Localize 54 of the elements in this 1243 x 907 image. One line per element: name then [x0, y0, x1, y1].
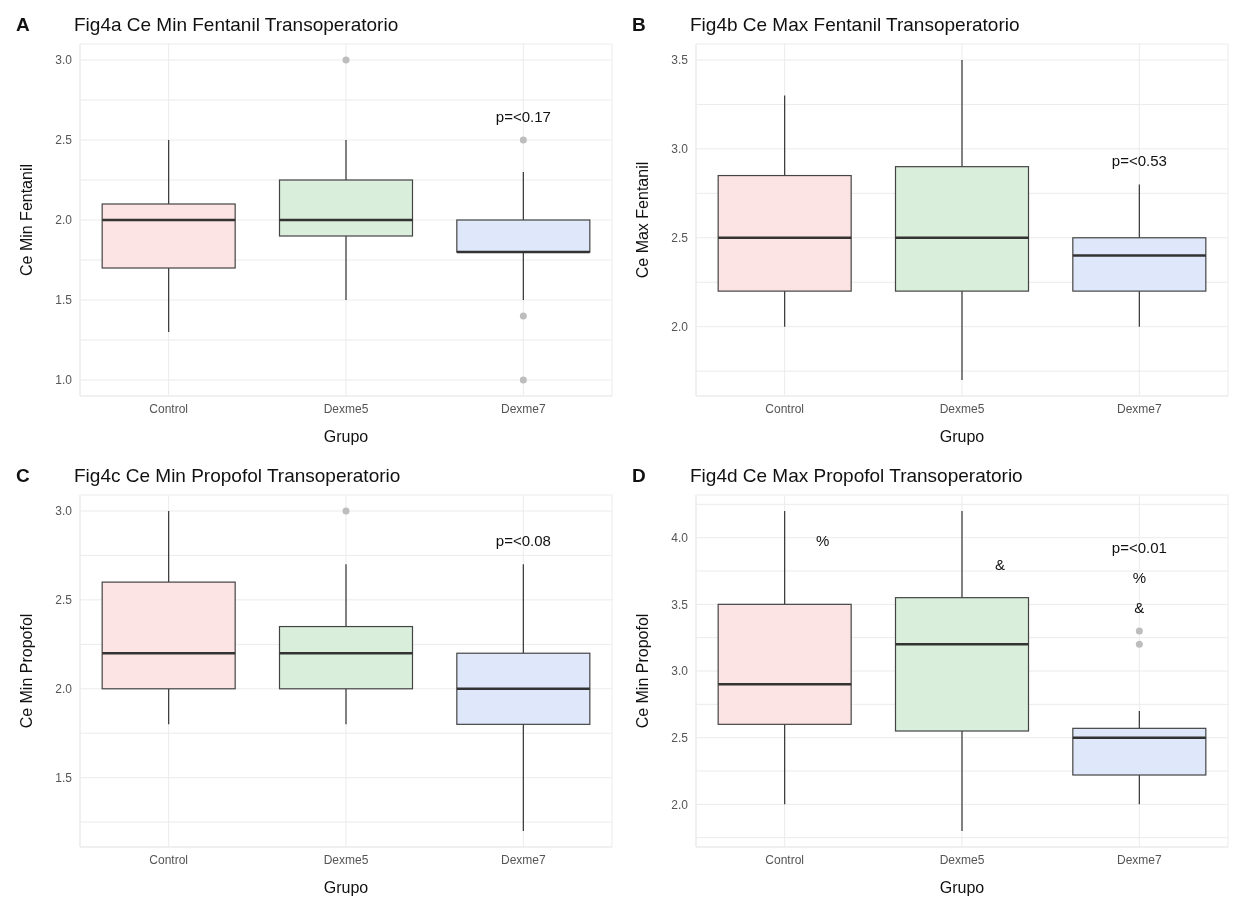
x-tick-label: Dexme5 [939, 852, 985, 867]
text: A [15, 14, 31, 36]
y-axis-title: Ce Min Propofol [633, 613, 651, 729]
annotation: & [1134, 598, 1145, 616]
x-axis-title: Grupo [939, 879, 985, 896]
y-tick-label: 1.5 [55, 293, 73, 308]
y-tick-label: 1.0 [55, 373, 73, 388]
annotation: & [994, 555, 1006, 573]
y-tick-label: 2.0 [671, 319, 689, 334]
y-tick-label: 3.0 [671, 142, 689, 157]
x-axis-title: Grupo [323, 879, 369, 896]
annotation: p=<0.17 [495, 107, 551, 125]
x-tick-label: Dexme7 [500, 852, 546, 867]
text: B [631, 14, 647, 36]
y-tick-label: 1.5 [55, 770, 73, 785]
x-tick-label: Control [149, 852, 189, 867]
annotation: % [1132, 568, 1147, 586]
y-tick-label: 3.0 [55, 53, 73, 68]
y-axis-title: Ce Max Fentanil [633, 161, 651, 279]
x-tick-label: Control [765, 401, 805, 416]
chart-title: Fig4b Ce Max Fentanil Transoperatorio [690, 14, 1020, 36]
y-tick-label: 3.5 [671, 53, 689, 68]
x-tick-label: Dexme5 [323, 852, 369, 867]
chart-title: Fig4c Ce Min Propofol Transoperatorio [74, 465, 401, 487]
x-axis-title: Grupo [323, 428, 369, 445]
x-tick-label: Control [765, 852, 805, 867]
y-tick-label: 3.0 [671, 664, 689, 679]
text: C [15, 465, 31, 487]
y-axis-title: Ce Min Propofol [17, 613, 35, 729]
chart-title: Fig4d Ce Max Propofol Transoperatorio [690, 465, 1023, 487]
y-tick-label: 3.5 [671, 597, 689, 612]
x-axis-title: Grupo [939, 428, 985, 445]
annotation: p=<0.53 [1111, 151, 1167, 169]
x-tick-label: Dexme5 [323, 401, 369, 416]
y-tick-label: 2.5 [671, 730, 689, 745]
annotation: p=<0.08 [495, 531, 551, 549]
y-tick-label: 2.5 [55, 133, 73, 148]
y-tick-label: 2.0 [55, 682, 73, 697]
x-tick-label: Control [149, 401, 189, 416]
y-axis-title: Ce Min Fentanil [17, 163, 35, 277]
x-tick-label: Dexme7 [1116, 852, 1162, 867]
annotation: p=<0.01 [1111, 538, 1167, 556]
x-tick-label: Dexme7 [500, 401, 546, 416]
y-tick-label: 2.5 [671, 231, 689, 246]
y-tick-label: 2.5 [55, 593, 73, 608]
y-tick-label: 2.0 [671, 797, 689, 812]
y-tick-label: 4.0 [671, 530, 689, 545]
y-tick-label: 3.0 [55, 504, 73, 519]
x-tick-label: Dexme5 [939, 401, 985, 416]
y-tick-label: 2.0 [55, 213, 73, 228]
chart-title: Fig4a Ce Min Fentanil Transoperatorio [74, 14, 399, 36]
annotation: % [815, 531, 830, 549]
text: D [631, 465, 647, 487]
x-tick-label: Dexme7 [1116, 401, 1162, 416]
